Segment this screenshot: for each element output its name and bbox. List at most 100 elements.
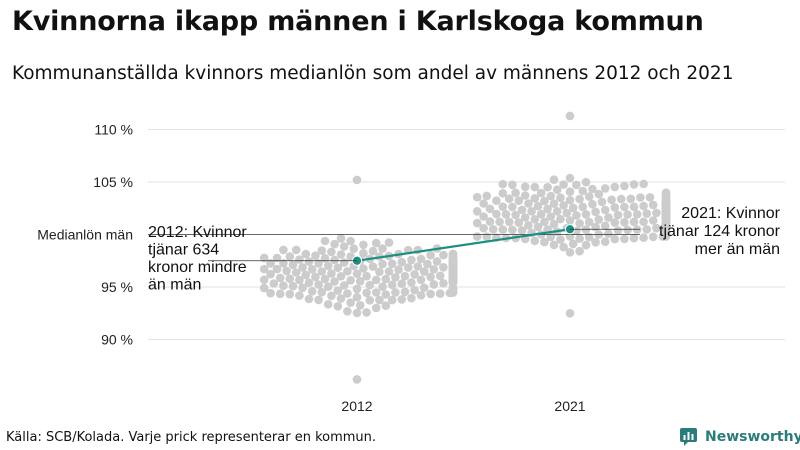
annotation-2012-line: tjänar 634 <box>148 242 219 259</box>
municipality-dot <box>387 259 397 269</box>
municipality-dot <box>279 281 288 291</box>
municipality-dot <box>314 259 323 268</box>
municipality-dot <box>384 267 394 276</box>
municipality-dot <box>352 284 362 294</box>
municipality-dot <box>581 210 591 219</box>
municipality-dot <box>616 194 626 204</box>
municipality-dot <box>504 217 514 227</box>
municipality-dot <box>479 199 488 208</box>
municipality-dot <box>394 265 403 275</box>
municipality-dot <box>317 246 327 255</box>
municipality-dot <box>346 276 355 285</box>
municipality-dot <box>266 269 275 279</box>
annotation-2012-line: 2012: Kvinnor <box>148 224 247 241</box>
municipality-dot <box>343 267 352 276</box>
annotation-2021-line: tjänar 124 kronor <box>659 223 781 240</box>
newsworthy-logo-icon <box>680 428 697 446</box>
municipality-dot <box>546 191 556 201</box>
municipality-dot <box>352 308 362 318</box>
municipality-dot <box>549 199 559 208</box>
municipality-dot <box>591 238 600 247</box>
municipality-dot <box>479 212 488 221</box>
municipality-dot <box>552 185 562 194</box>
municipality-dot <box>565 173 575 183</box>
y-axis-ticks: 90 % 95 % 105 % 110 % <box>93 122 133 348</box>
municipality-dot <box>301 249 311 259</box>
municipality-dot <box>346 236 355 246</box>
municipality-dot <box>524 199 533 208</box>
municipality-dot <box>632 210 642 219</box>
municipality-dot <box>591 207 600 217</box>
municipality-dot <box>304 257 314 266</box>
municipality-dot <box>636 193 645 202</box>
municipality-dot <box>575 194 584 204</box>
municipality-dot <box>482 232 492 241</box>
municipality-dot <box>403 263 413 272</box>
dot-swarm <box>259 111 671 384</box>
municipality-dot <box>607 195 616 205</box>
brand-name: Newsworthy <box>705 429 800 445</box>
municipality-dot <box>546 212 556 221</box>
municipality-dot <box>349 244 359 253</box>
municipality-dot <box>259 253 269 263</box>
municipality-dot <box>375 267 384 277</box>
municipality-dot <box>327 247 336 257</box>
municipality-dot <box>517 205 527 215</box>
municipality-dot <box>368 262 378 271</box>
municipality-dot <box>498 189 508 198</box>
municipality-dot <box>397 279 407 289</box>
municipality-dot <box>362 271 371 281</box>
highlight-series <box>351 224 576 266</box>
municipality-dot <box>639 217 648 227</box>
municipality-dot <box>259 264 269 274</box>
municipality-dot <box>359 264 368 273</box>
municipality-dot <box>524 221 533 230</box>
annotation-2012-line: kronor mindre <box>148 259 247 276</box>
municipality-dot <box>295 291 304 300</box>
municipality-dot <box>410 270 419 279</box>
municipality-dot <box>642 225 652 234</box>
municipality-dot <box>549 219 559 229</box>
municipality-dot <box>365 280 375 290</box>
karlskoga-line <box>356 228 571 262</box>
municipality-dot <box>543 182 552 192</box>
grid-lines <box>148 129 785 340</box>
municipality-dot <box>530 182 540 192</box>
reference-line-group: Medianlön män <box>37 227 640 243</box>
source-note: Källa: SCB/Kolada. Varje prick represent… <box>6 430 377 445</box>
municipality-dot <box>359 249 368 258</box>
municipality-dot <box>288 281 298 291</box>
municipality-dot <box>333 286 343 295</box>
municipality-dot <box>620 234 629 244</box>
annotation-2021-line: mer än män <box>695 241 780 258</box>
municipality-dot <box>485 217 495 226</box>
municipality-dot <box>362 288 371 298</box>
municipality-dot <box>311 251 320 260</box>
annotation-2021-line: 2021: Kvinnor <box>681 205 780 222</box>
municipality-dot <box>552 207 562 216</box>
municipality-dot <box>317 287 327 297</box>
municipality-dot <box>330 239 339 249</box>
municipality-dot <box>520 213 530 222</box>
municipality-dot <box>536 188 546 198</box>
municipality-dot <box>498 202 508 211</box>
municipality-dot <box>407 278 416 287</box>
municipality-dot <box>600 184 610 193</box>
municipality-dot <box>285 274 295 284</box>
municipality-dot <box>661 188 671 197</box>
municipality-dot <box>307 265 317 274</box>
municipality-dot <box>594 189 604 199</box>
municipality-dot <box>327 269 336 278</box>
municipality-dot <box>397 295 407 304</box>
municipality-dot <box>610 234 620 244</box>
municipality-dot <box>339 242 349 251</box>
municipality-dot <box>371 288 381 297</box>
municipality-dot <box>530 236 540 246</box>
municipality-dot <box>584 232 594 242</box>
municipality-dot <box>384 238 394 247</box>
municipality-dot <box>400 287 410 297</box>
municipality-dot <box>492 196 501 205</box>
municipality-dot <box>355 301 365 310</box>
municipality-dot <box>597 197 607 207</box>
